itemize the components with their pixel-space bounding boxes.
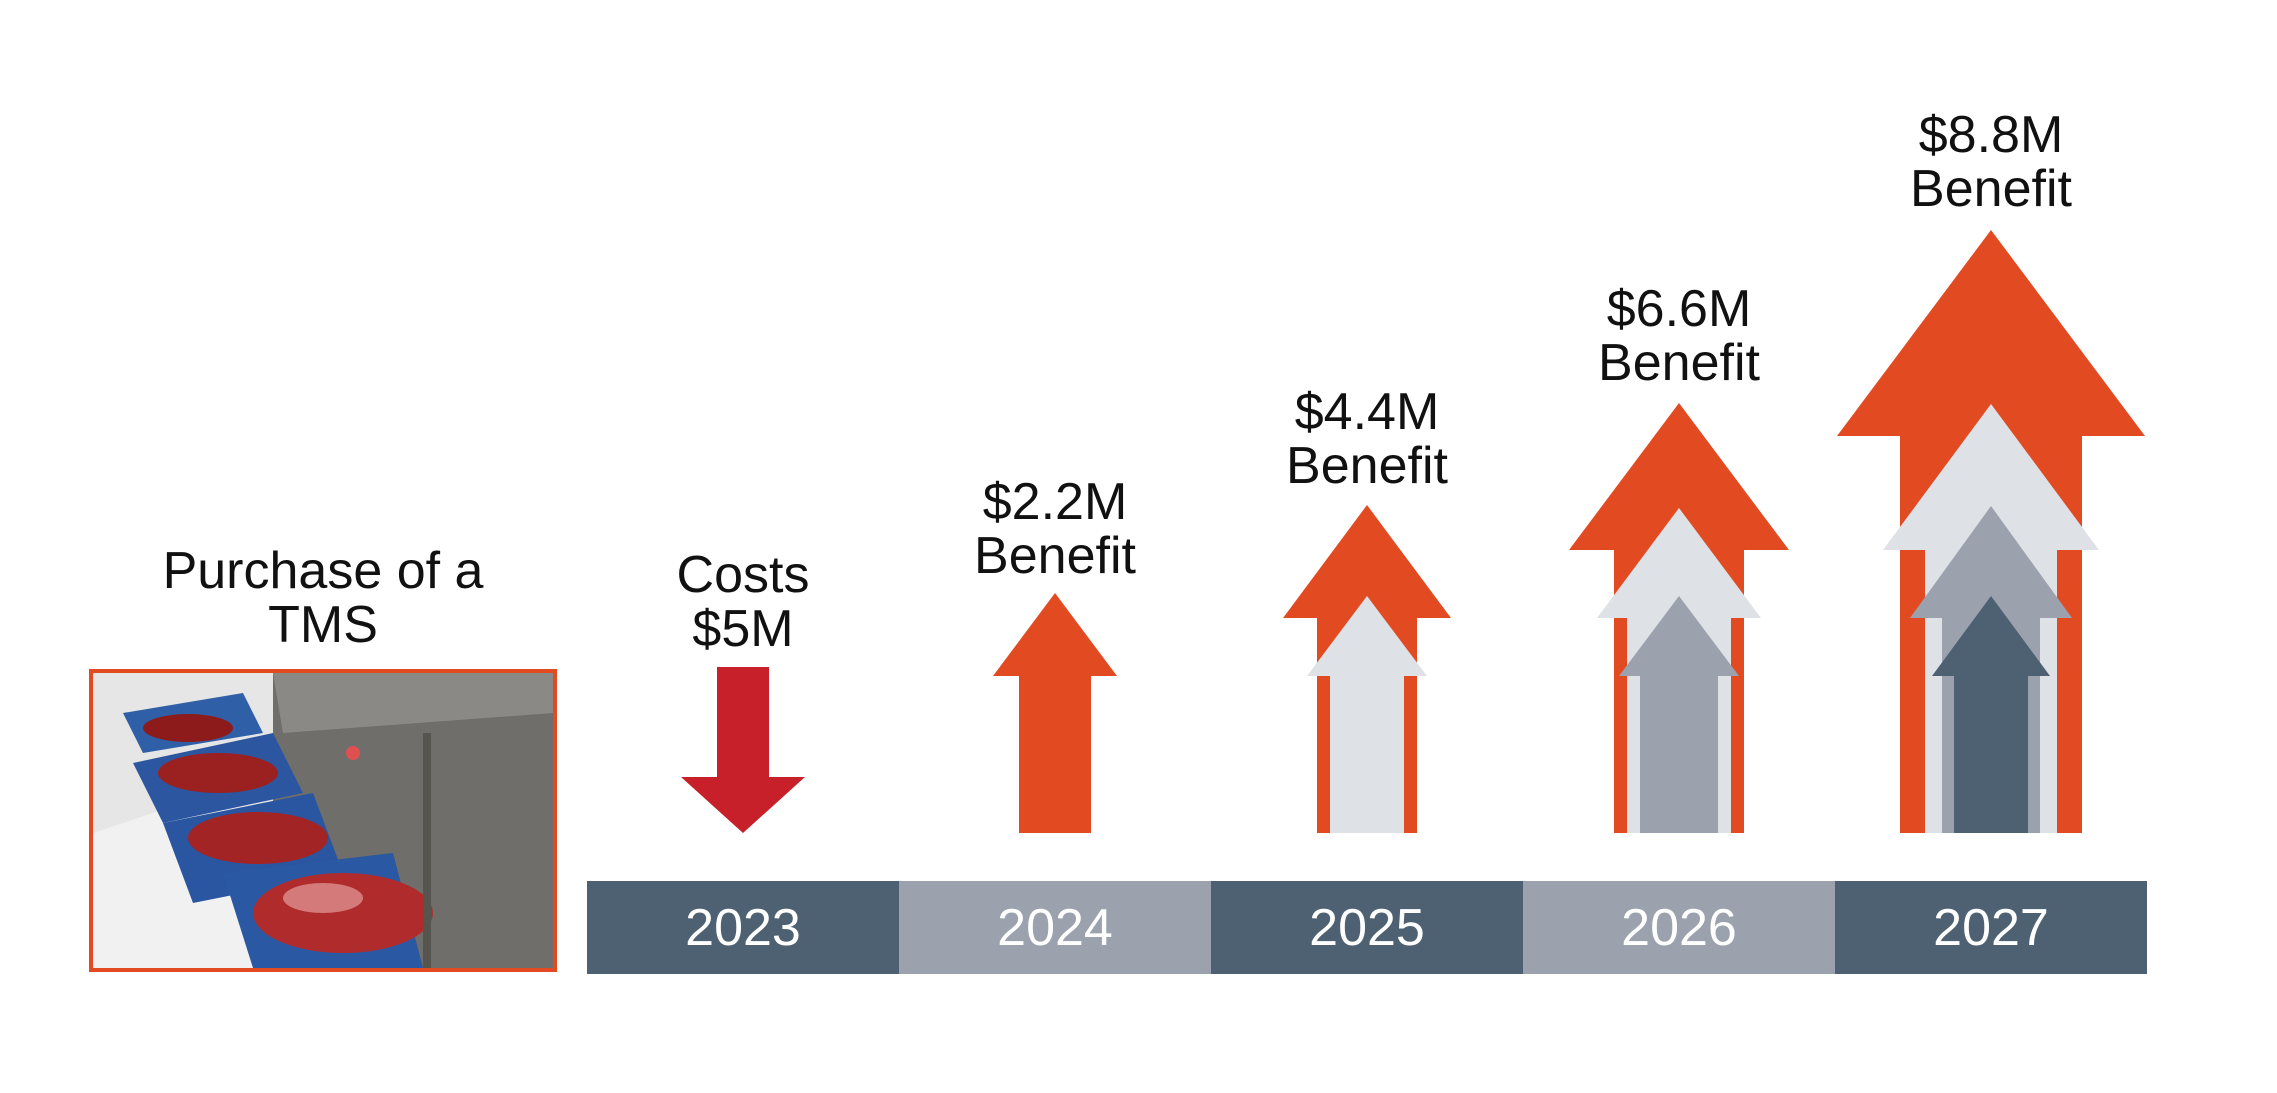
label-2023-line1: Costs <box>676 546 810 604</box>
purchase-label-line1: Purchase of a <box>162 542 484 600</box>
label-2026: $6.6M Benefit <box>1523 282 1835 390</box>
year-timeline-bar: 2023 2024 2025 2026 2027 <box>587 881 2147 974</box>
label-2023: Costs $5M <box>587 548 899 656</box>
year-2023: 2023 <box>587 881 899 974</box>
label-2023-line2: $5M <box>692 600 794 658</box>
benefit-arrow-2027-darkslate <box>1932 596 2050 833</box>
cost-down-arrow <box>681 667 805 833</box>
label-2024-line2: Benefit <box>974 527 1136 585</box>
year-2024: 2024 <box>899 881 1211 974</box>
label-2027-line1: $8.8M <box>1918 106 2064 164</box>
label-2025-line2: Benefit <box>1286 437 1448 495</box>
meat-conveyor-image <box>93 673 553 968</box>
label-2025: $4.4M Benefit <box>1211 385 1523 493</box>
benefit-arrow-2024-orange <box>993 593 1117 833</box>
purchase-label: Purchase of a TMS <box>89 544 557 652</box>
purchase-label-line2: TMS <box>268 596 378 654</box>
year-2027: 2027 <box>1835 881 2147 974</box>
label-2027-line2: Benefit <box>1910 160 2072 218</box>
label-2026-line1: $6.6M <box>1606 280 1752 338</box>
label-2025-line1: $4.4M <box>1294 383 1440 441</box>
label-2024: $2.2M Benefit <box>899 475 1211 583</box>
benefit-arrow-2026-midgray <box>1619 596 1739 833</box>
meat-processing-photo <box>89 669 557 972</box>
label-2026-line2: Benefit <box>1598 334 1760 392</box>
year-2026: 2026 <box>1523 881 1835 974</box>
benefit-arrow-2025-lightgray <box>1307 596 1427 833</box>
label-2027: $8.8M Benefit <box>1835 108 2147 216</box>
label-2024-line1: $2.2M <box>982 473 1128 531</box>
year-2025: 2025 <box>1211 881 1523 974</box>
